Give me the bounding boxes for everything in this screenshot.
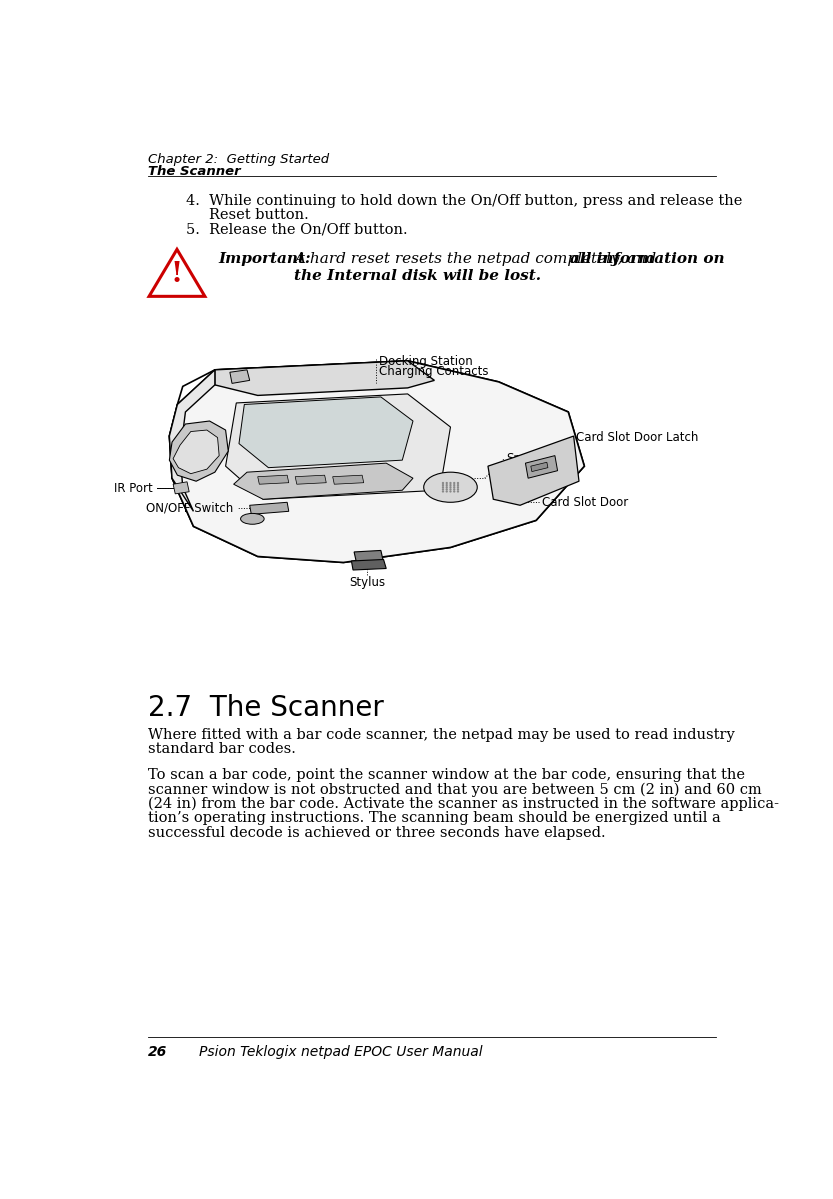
Polygon shape [531,463,548,471]
Text: Reset button.: Reset button. [209,207,308,222]
Circle shape [453,490,456,493]
Text: the Internal disk will be lost.: the Internal disk will be lost. [294,269,541,283]
Circle shape [456,486,459,488]
Polygon shape [173,482,189,494]
Circle shape [449,482,451,484]
Polygon shape [169,421,228,481]
Text: Important:: Important: [219,252,312,266]
Text: Chapter 2:  Getting Started: Chapter 2: Getting Started [148,153,329,167]
Circle shape [449,486,451,488]
Polygon shape [257,475,289,484]
Text: Docking Station: Docking Station [379,355,473,368]
Text: Charging Contacts: Charging Contacts [379,366,489,379]
Text: Card Slot Door Latch: Card Slot Door Latch [576,430,699,444]
Circle shape [449,488,451,490]
Polygon shape [230,369,250,384]
Circle shape [453,482,456,484]
Polygon shape [169,361,584,562]
Text: standard bar codes.: standard bar codes. [148,742,297,757]
Polygon shape [250,502,289,514]
Ellipse shape [241,513,264,524]
Circle shape [441,488,444,490]
Circle shape [441,486,444,488]
Circle shape [441,484,444,487]
Text: The Scanner: The Scanner [148,164,241,177]
Text: IR Port: IR Port [114,482,153,495]
Polygon shape [488,436,579,505]
Circle shape [453,488,456,490]
Circle shape [456,488,459,490]
Circle shape [453,486,456,488]
Circle shape [441,490,444,493]
Text: tion’s operating instructions. The scanning beam should be energized until a: tion’s operating instructions. The scann… [148,812,721,825]
Text: Card Slot Door: Card Slot Door [541,495,628,508]
Text: 4.  While continuing to hold down the On/Off button, press and release the: 4. While continuing to hold down the On/… [186,194,742,207]
Text: Speaker: Speaker [506,452,555,465]
Polygon shape [239,397,413,468]
Polygon shape [169,361,584,562]
Polygon shape [169,369,215,511]
Text: Psion Teklogix netpad EPOC User Manual: Psion Teklogix netpad EPOC User Manual [199,1044,482,1059]
Circle shape [446,484,448,487]
Text: 2.7  The Scanner: 2.7 The Scanner [148,694,384,723]
Text: Where fitted with a bar code scanner, the netpad may be used to read industry: Where fitted with a bar code scanner, th… [148,728,735,741]
Polygon shape [215,361,435,396]
Polygon shape [354,550,383,564]
Text: (24 in) from the bar code. Activate the scanner as instructed in the software ap: (24 in) from the bar code. Activate the … [148,797,780,812]
Circle shape [446,486,448,488]
Polygon shape [332,475,364,484]
Text: scanner window is not obstructed and that you are between 5 cm (2 in) and 60 cm: scanner window is not obstructed and tha… [148,782,762,796]
Circle shape [456,482,459,484]
Polygon shape [149,249,205,296]
Circle shape [456,490,459,493]
Circle shape [446,482,448,484]
Circle shape [456,484,459,487]
Text: 26: 26 [148,1044,167,1059]
Polygon shape [173,430,219,474]
Circle shape [449,484,451,487]
Text: all information on: all information on [570,252,725,266]
Text: ON/OFF Switch: ON/OFF Switch [147,501,233,514]
Polygon shape [295,475,327,484]
Circle shape [449,490,451,493]
Text: A hard reset resets the netpad completely, and: A hard reset resets the netpad completel… [294,252,661,266]
Circle shape [441,482,444,484]
Text: 5.  Release the On/Off button.: 5. Release the On/Off button. [186,223,407,236]
Text: Stylus: Stylus [349,576,386,589]
Text: To scan a bar code, point the scanner window at the bar code, ensuring that the: To scan a bar code, point the scanner wi… [148,767,746,782]
Ellipse shape [424,472,477,502]
Text: !: ! [171,261,183,288]
Circle shape [453,484,456,487]
Polygon shape [526,456,557,478]
Polygon shape [233,463,413,499]
Circle shape [446,490,448,493]
Polygon shape [352,560,387,570]
Polygon shape [226,394,451,499]
Circle shape [446,488,448,490]
Text: successful decode is achieved or three seconds have elapsed.: successful decode is achieved or three s… [148,826,606,840]
